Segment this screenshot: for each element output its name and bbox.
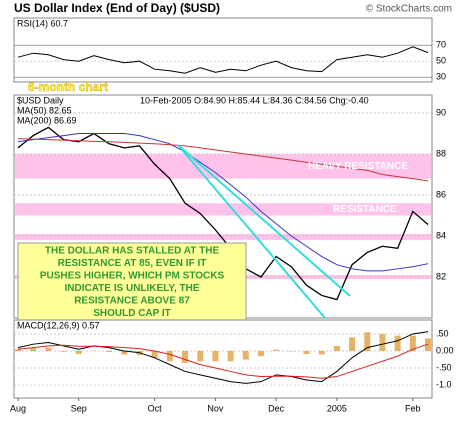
histogram-bar bbox=[75, 350, 82, 355]
chart-annotation: 6-month chart bbox=[28, 80, 108, 94]
histogram-bar bbox=[182, 350, 189, 363]
page-title: US Dollar Index (End of Day) ($USD) bbox=[14, 1, 220, 15]
y-tick-label: 88 bbox=[436, 148, 446, 158]
histogram-bar bbox=[364, 332, 371, 351]
histogram-bar bbox=[45, 347, 52, 351]
series-line bbox=[17, 46, 429, 74]
subtitle: 10-Feb-2005 O:84.90 H:85.44 L:84.36 C:84… bbox=[140, 95, 369, 105]
histogram-bar bbox=[30, 347, 37, 351]
histogram-bar bbox=[333, 345, 340, 351]
panel-title: $USD Daily bbox=[17, 95, 64, 105]
series-line bbox=[17, 343, 429, 379]
histogram-bar bbox=[318, 350, 325, 355]
credit: © StockCharts.com bbox=[366, 4, 452, 15]
note-line: INDICATE IS UNLIKELY, THE bbox=[64, 283, 199, 294]
histogram-bar bbox=[242, 350, 249, 360]
band-label: HEAVY RESISTANCE bbox=[308, 161, 408, 172]
y-tick-label: 0.00 bbox=[436, 345, 454, 355]
histogram-bar bbox=[227, 350, 234, 362]
histogram-bar bbox=[212, 350, 219, 362]
note-box bbox=[17, 242, 247, 321]
histogram-bar bbox=[349, 337, 356, 351]
histogram-bar bbox=[394, 335, 401, 351]
panel bbox=[13, 17, 433, 83]
histogram-bar bbox=[166, 350, 173, 362]
y-tick-label: -.50 bbox=[436, 362, 452, 372]
resistance-band bbox=[15, 233, 431, 241]
y-tick-label: 70 bbox=[436, 40, 446, 50]
note-line: RESISTANCE ABOVE 87 bbox=[74, 296, 190, 307]
x-tick-label: Oct bbox=[148, 403, 163, 413]
x-tick-label: 2005 bbox=[327, 403, 347, 413]
histogram-bar bbox=[257, 350, 264, 357]
y-tick-label: .50 bbox=[436, 328, 449, 338]
panel-title: MACD(12,26,9) 0.57 bbox=[17, 320, 100, 330]
panel-title: RSI(14) 60.7 bbox=[17, 18, 68, 28]
x-tick-label: Feb bbox=[405, 403, 421, 413]
band-label: RESISTANCE bbox=[333, 204, 397, 215]
histogram-bar bbox=[121, 350, 128, 355]
series-line bbox=[17, 331, 429, 384]
note-line: PUSHES HIGHER, WHICH PM STOCKS bbox=[40, 271, 225, 282]
series-line bbox=[17, 126, 429, 301]
y-tick-label: 50 bbox=[436, 56, 446, 66]
resistance-band bbox=[15, 154, 431, 179]
legend-entry: MA(200) 86.69 bbox=[17, 115, 77, 125]
histogram-bar bbox=[303, 350, 310, 355]
x-tick-label: Dec bbox=[268, 403, 285, 413]
series-line bbox=[17, 133, 429, 272]
histogram-bar bbox=[409, 335, 416, 351]
histogram-bar bbox=[151, 350, 158, 358]
y-tick-label: 84 bbox=[436, 230, 446, 240]
x-tick-label: Nov bbox=[207, 403, 224, 413]
x-tick-label: Aug bbox=[10, 403, 26, 413]
y-tick-label: 30 bbox=[436, 72, 446, 82]
histogram-bar bbox=[197, 350, 204, 362]
y-tick-label: 82 bbox=[436, 271, 446, 281]
y-tick-label: 90 bbox=[436, 107, 446, 117]
y-tick-label: 86 bbox=[436, 189, 446, 199]
note-line: THE DOLLAR HAS STALLED AT THE bbox=[45, 246, 220, 257]
series-line bbox=[17, 138, 429, 182]
histogram-bar bbox=[15, 349, 21, 351]
histogram-bar bbox=[60, 350, 67, 352]
trend-line bbox=[177, 144, 351, 297]
note-line: SHOULD CAP IT bbox=[93, 308, 171, 319]
panel bbox=[13, 319, 433, 399]
legend-entry: MA(50) 82.65 bbox=[17, 105, 72, 115]
note-line: RESISTANCE AT 85, EVEN IF IT bbox=[58, 258, 207, 269]
x-tick-label: Sep bbox=[71, 403, 87, 413]
histogram-bar bbox=[106, 350, 113, 353]
histogram-bar bbox=[273, 349, 280, 351]
y-tick-label: -1.0 bbox=[436, 379, 452, 389]
trend-line bbox=[177, 144, 326, 319]
histogram-bar bbox=[379, 333, 386, 351]
resistance-band bbox=[15, 203, 431, 216]
